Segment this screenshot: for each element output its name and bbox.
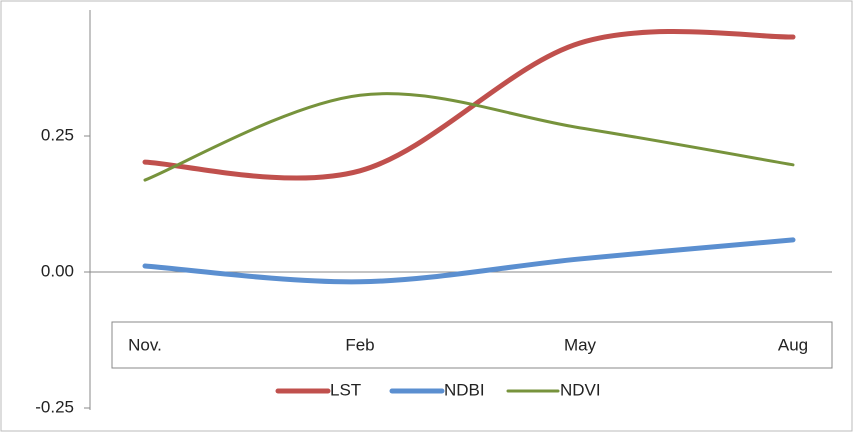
legend-label: NDBI bbox=[444, 380, 485, 399]
legend-label: LST bbox=[330, 380, 361, 399]
series-line bbox=[143, 92, 795, 182]
y-tick-label: -0.25 bbox=[35, 397, 74, 416]
category-box bbox=[111, 321, 833, 369]
y-tick-label: 0.00 bbox=[41, 261, 74, 280]
x-tick-label: May bbox=[564, 335, 597, 354]
series-line bbox=[142, 237, 796, 285]
series-line bbox=[142, 29, 796, 181]
legend-label: NDVI bbox=[560, 380, 601, 399]
x-tick-label: Aug bbox=[778, 335, 808, 354]
x-tick-label: Nov. bbox=[128, 335, 162, 354]
x-tick-label: Feb bbox=[345, 335, 374, 354]
y-tick-label: 0.25 bbox=[41, 125, 74, 144]
